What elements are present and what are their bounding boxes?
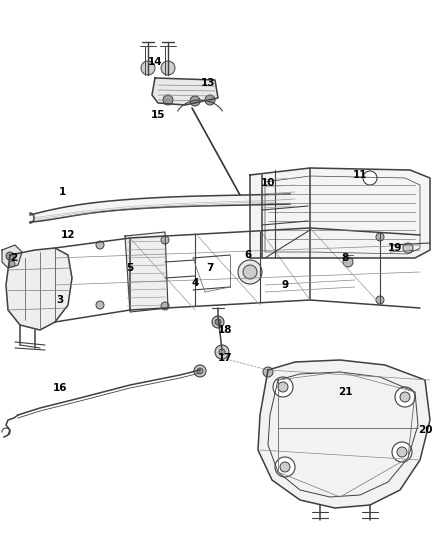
Text: 16: 16 [53,383,67,393]
Text: 8: 8 [341,253,349,263]
Circle shape [397,447,407,457]
Circle shape [212,316,224,328]
Circle shape [343,257,353,267]
Circle shape [243,265,257,279]
Circle shape [215,319,221,325]
Circle shape [273,377,293,397]
Text: 17: 17 [218,353,232,363]
Text: 9: 9 [282,280,289,290]
Text: 6: 6 [244,250,251,260]
Circle shape [275,457,295,477]
Polygon shape [152,78,218,105]
Polygon shape [258,360,430,508]
Text: 20: 20 [418,425,432,435]
Circle shape [96,241,104,249]
Circle shape [194,365,206,377]
Circle shape [400,392,410,402]
Text: 5: 5 [127,263,134,273]
Circle shape [395,387,415,407]
Text: 7: 7 [206,263,214,273]
Text: 13: 13 [201,78,215,88]
Circle shape [205,95,215,105]
Text: 19: 19 [388,243,402,253]
Circle shape [161,61,175,75]
Text: 18: 18 [218,325,232,335]
Polygon shape [30,194,290,222]
Circle shape [215,345,229,359]
Text: 10: 10 [261,178,275,188]
Circle shape [190,96,200,106]
Polygon shape [6,248,72,330]
Polygon shape [2,245,22,268]
Circle shape [263,367,273,377]
Circle shape [238,260,262,284]
Text: 1: 1 [58,187,66,197]
Circle shape [161,236,169,244]
Text: 2: 2 [11,253,18,263]
Circle shape [219,349,225,355]
Circle shape [96,301,104,309]
Text: 3: 3 [57,295,64,305]
Text: 14: 14 [148,57,162,67]
Circle shape [376,233,384,241]
Circle shape [141,61,155,75]
Text: 15: 15 [151,110,165,120]
Circle shape [278,382,288,392]
Polygon shape [125,232,168,312]
Circle shape [163,95,173,105]
Text: 12: 12 [61,230,75,240]
Circle shape [403,243,413,253]
Text: 11: 11 [353,170,367,180]
Circle shape [363,171,377,185]
Circle shape [280,462,290,472]
Polygon shape [250,168,430,258]
Circle shape [197,368,203,374]
Circle shape [161,302,169,310]
Circle shape [392,442,412,462]
Circle shape [6,252,14,260]
Text: 4: 4 [191,278,199,288]
Circle shape [376,296,384,304]
Circle shape [9,261,15,267]
Text: 21: 21 [338,387,352,397]
